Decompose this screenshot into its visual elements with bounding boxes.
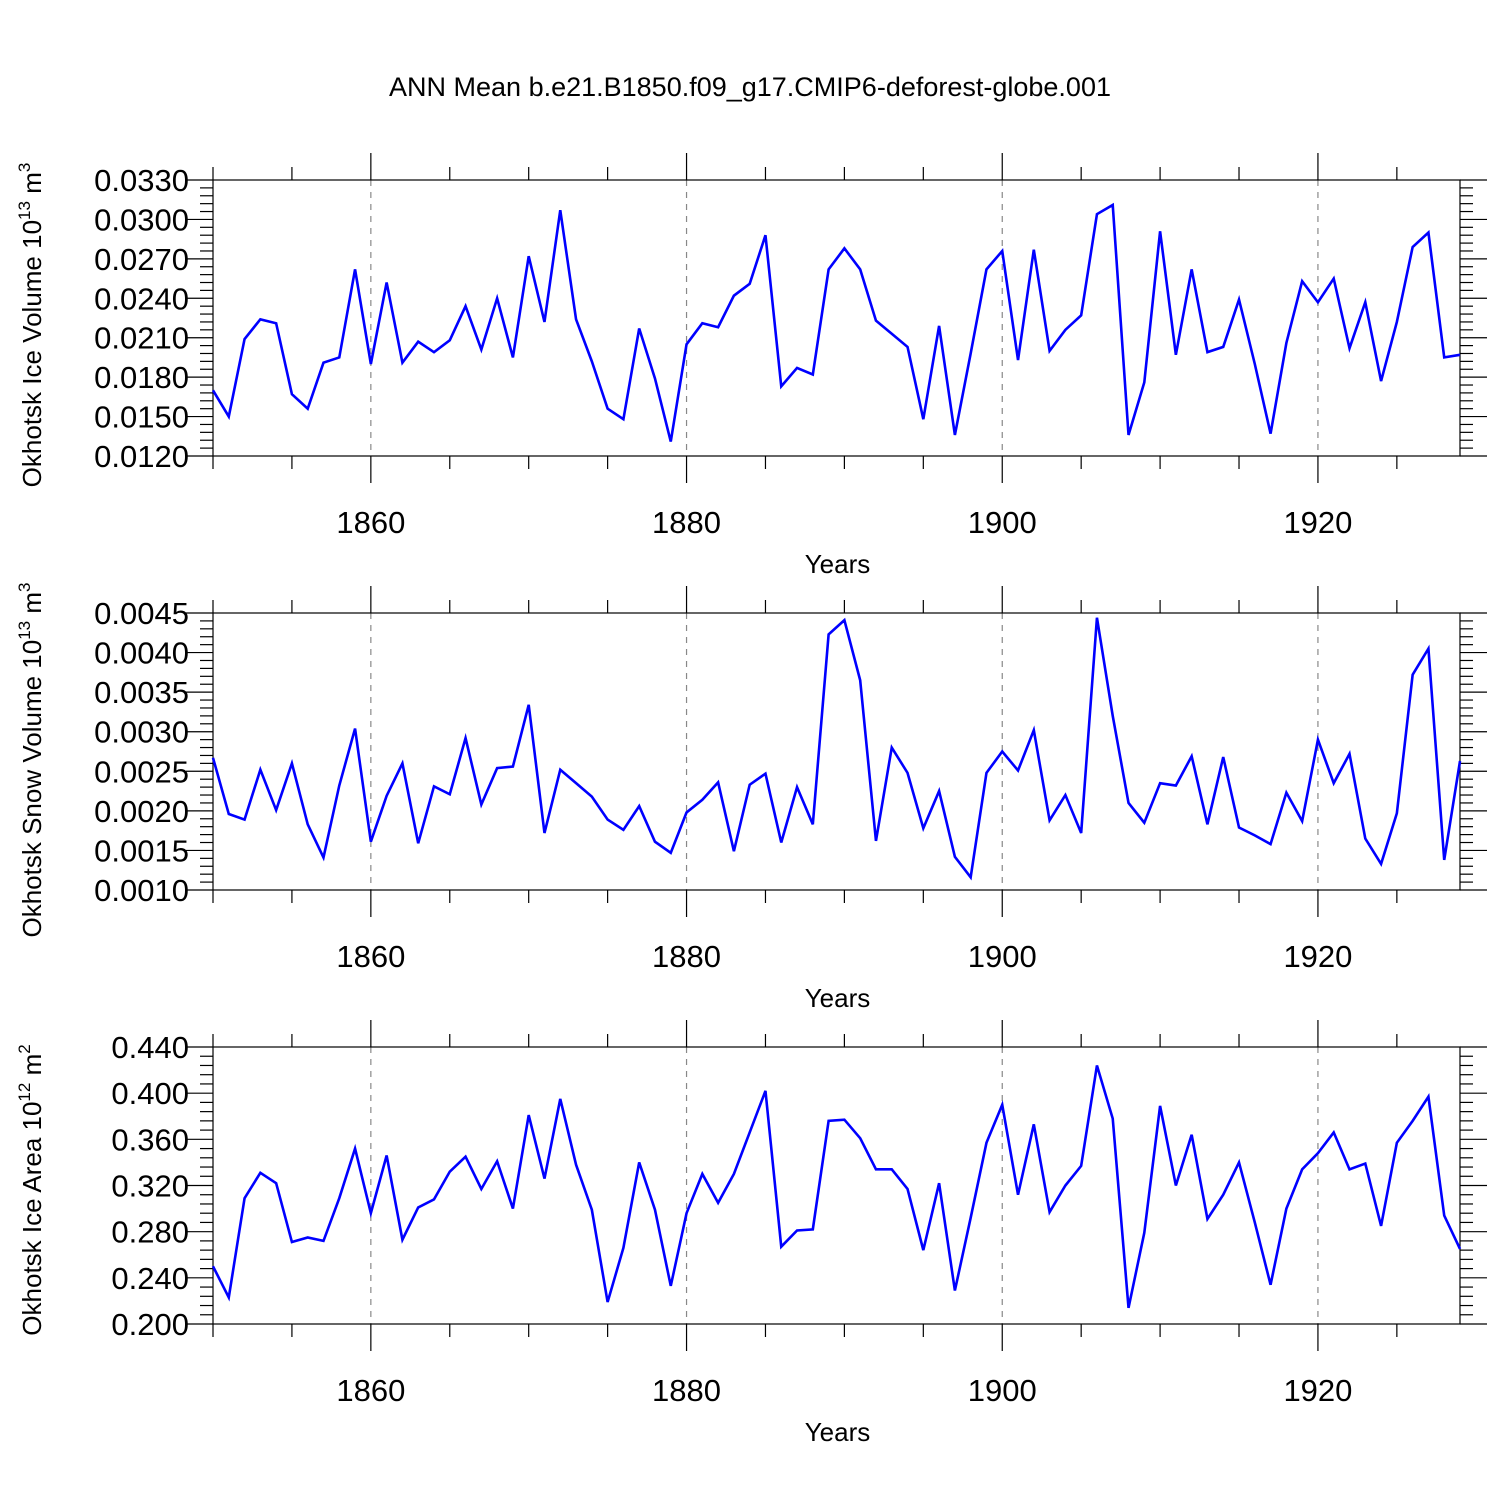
y-tick-label: 0.320 — [111, 1169, 189, 1204]
series-line — [211, 617, 1462, 881]
plot-frame — [212, 179, 1461, 457]
y-tick-label: 0.0025 — [94, 754, 189, 789]
y-tick-label: 0.200 — [111, 1307, 189, 1342]
y-axis-label: Okhotsk Ice Volume 1013 m3 — [15, 163, 47, 488]
x-tick-label: 1920 — [1283, 505, 1352, 540]
y-tick-label: 0.360 — [111, 1122, 189, 1157]
panel-1: 0.0330 0.0300 0.0270 0.0240 0.0210 0.0180 0.01… — [15, 153, 1487, 579]
y-tick-label: 0.400 — [111, 1076, 189, 1111]
chart-title: ANN Mean b.e21.B1850.f09_g17.CMIP6-defor… — [389, 72, 1111, 102]
x-tick-label: 1880 — [652, 1373, 721, 1408]
x-tick-label: 1880 — [652, 939, 721, 974]
y-tick-label: 0.0030 — [94, 715, 189, 750]
series-line — [211, 1065, 1462, 1309]
y-tick-label: 0.0040 — [94, 636, 189, 671]
x-tick-label: 1900 — [968, 1373, 1037, 1408]
x-tick-label: 1860 — [336, 939, 405, 974]
y-tick-label: 0.0015 — [94, 833, 189, 868]
x-tick-label: 1900 — [968, 939, 1037, 974]
x-tick-label: 1900 — [968, 505, 1037, 540]
x-tick-label: 1880 — [652, 505, 721, 540]
y-tick-label: 0.0020 — [94, 794, 189, 829]
y-tick-label: 0.0120 — [94, 439, 189, 474]
y-tick-label: 0.0300 — [94, 202, 189, 237]
y-tick-label: 0.0150 — [94, 400, 189, 435]
y-tick-label: 0.0045 — [94, 596, 189, 631]
x-axis-label: Years — [805, 1417, 871, 1447]
x-tick-label: 1920 — [1283, 1373, 1352, 1408]
y-axis-label: Okhotsk Ice Area 1012 m2 — [15, 1044, 47, 1335]
y-tick-label: 0.0240 — [94, 281, 189, 316]
y-tick-label: 0.440 — [111, 1030, 189, 1065]
y-tick-label: 0.0270 — [94, 242, 189, 277]
x-tick-label: 1920 — [1283, 939, 1352, 974]
panel-3: 0.440 0.400 0.360 0.320 0.280 0.240 0.200 1860 1… — [15, 1020, 1487, 1447]
series-line — [211, 202, 1461, 442]
plot-frame — [212, 1046, 1461, 1325]
y-tick-label: 0.280 — [111, 1215, 189, 1250]
panel-2: 0.0045 0.0040 0.0035 0.0030 0.0025 0.0020 0.00… — [15, 583, 1487, 1013]
y-tick-label: 0.0180 — [94, 360, 189, 395]
x-axis-label: Years — [805, 983, 871, 1013]
x-axis-label: Years — [805, 549, 871, 579]
y-tick-label: 0.0035 — [94, 675, 189, 710]
plot-frame — [212, 612, 1461, 891]
y-tick-label: 0.240 — [111, 1261, 189, 1296]
y-tick-label: 0.0210 — [94, 321, 189, 356]
y-tick-label: 0.0330 — [94, 163, 189, 198]
x-tick-label: 1860 — [336, 1373, 405, 1408]
y-tick-label: 0.0010 — [94, 873, 189, 908]
x-tick-label: 1860 — [336, 505, 405, 540]
y-axis-label: Okhotsk Snow Volume 1013 m3 — [15, 583, 47, 938]
